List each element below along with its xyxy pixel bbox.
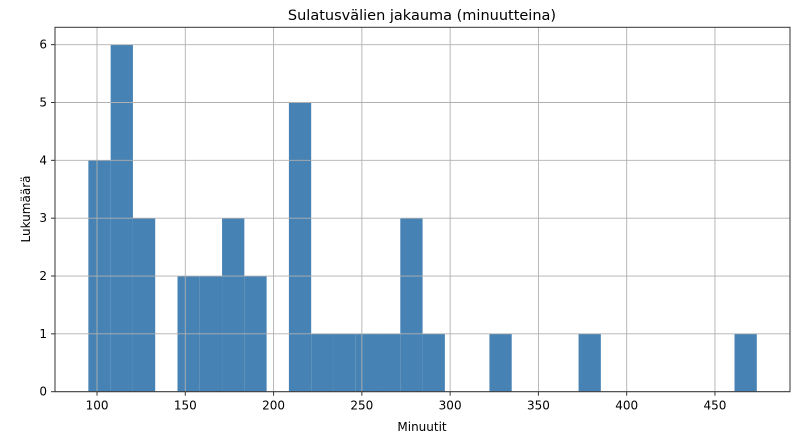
y-tick-label: 5 [39,95,47,109]
x-tick-label: 450 [704,399,727,413]
x-tick-label: 300 [439,399,462,413]
histogram-bar [489,333,512,392]
y-tick-label: 2 [39,269,47,283]
histogram-bar [311,333,334,392]
x-axis-ticks: 100 150 200 250 300 350 400 450 [86,391,727,413]
plot-frame [54,26,791,393]
histogram-bar [355,333,379,392]
x-tick-label: 200 [262,399,285,413]
histogram-bar [578,333,601,392]
y-tick-label: 0 [39,385,47,399]
y-tick-label: 1 [39,327,47,341]
y-axis-ticks: 0 1 2 3 4 5 6 [39,38,55,399]
histogram-bar [400,218,423,392]
x-tick-label: 250 [350,399,373,413]
chart-title: Sulatusvälien jakauma (minuutteina) [288,8,556,24]
x-tick-label: 100 [86,399,109,413]
histogram-bar [222,218,245,392]
x-tick-label: 150 [174,399,197,413]
y-tick-label: 3 [39,211,47,225]
y-tick-label: 4 [39,153,47,167]
histogram-bar [132,218,156,392]
y-axis-label: Lukumäärä [19,176,33,243]
histogram-bar [288,102,312,392]
histogram-bar [422,333,445,392]
y-tick-label: 6 [39,38,47,52]
histogram-bar [333,333,356,392]
x-tick-label: 350 [527,399,550,413]
x-axis-label: Minuutit [397,420,447,434]
histogram-bar [734,333,757,392]
x-tick-label: 400 [615,399,638,413]
histogram-bar [378,333,401,392]
